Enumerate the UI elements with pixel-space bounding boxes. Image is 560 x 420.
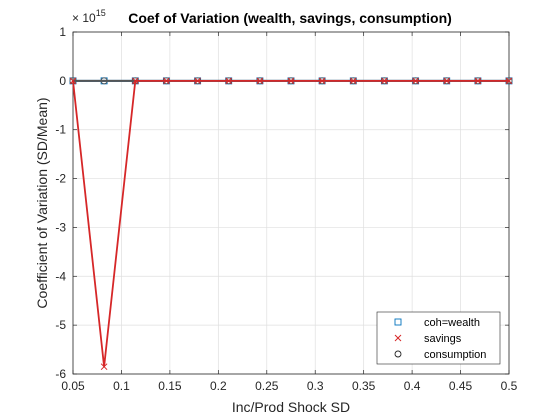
y-tick-label: -1 [55,123,66,137]
data-point-savings [443,77,451,85]
legend-item-coh-wealth: coh=wealth [394,317,480,329]
data-point-savings-stroke [100,363,108,371]
series-group [69,77,513,371]
legend-label-savings: savings [424,333,462,345]
y-tick-label: -4 [55,269,66,283]
y-axis-label: Coefficient of Variation (SD/Mean) [34,97,50,308]
data-point-savings [412,77,419,85]
data-point-savings-stroke [381,77,388,85]
data-point-savings [131,77,139,85]
legend-item-savings: savings [394,333,462,345]
data-point-savings [349,77,357,85]
y-tick-label: -5 [55,318,66,332]
legend-item-consumption: consumption [394,349,486,361]
data-point-savings [100,363,108,371]
data-point-savings [225,77,233,85]
data-point-savings-stroke [412,77,419,85]
y-tick-label: 0 [59,74,66,88]
x-tick-label: 0.35 [352,379,376,393]
data-point-savings-stroke [69,77,77,85]
data-point-savings [256,77,264,85]
chart-title: Coef of Variation (wealth, savings, cons… [128,10,452,26]
axes-box [72,31,510,375]
legend-label-coh-wealth: coh=wealth [424,317,480,329]
data-point-savings-stroke [256,77,264,85]
legend-marker-savings [394,334,402,342]
data-point-savings-stroke [194,77,201,85]
y-tick-label: 1 [59,25,66,39]
data-point-savings-stroke [443,77,451,85]
x-tick-label: 0.5 [501,379,518,393]
data-point-savings [163,77,170,85]
data-point-savings-stroke [505,77,513,85]
data-point-savings [505,77,513,85]
series-savings [69,77,513,371]
legend-marker-savings-stroke [394,334,402,342]
data-point-savings-stroke [318,77,326,85]
data-point-savings-stroke [131,77,139,85]
data-point-savings [69,77,77,85]
x-tick-label: 0.45 [449,379,473,393]
x-tick-label: 0.3 [307,379,324,393]
x-tick-label: 0.15 [158,379,182,393]
y-tick-label: -2 [55,172,66,186]
data-point-savings-stroke [349,77,357,85]
data-point-savings [287,77,295,85]
x-axis-label: Inc/Prod Shock SD [232,399,350,415]
legend-items: coh=wealth savings consumption [394,317,486,361]
legend-marker-consumption [394,350,402,358]
ticks: 0.05 0.1 0.15 0.2 0.25 0.3 0.35 0.4 0.45 0.5 -6 -5 -… [55,25,517,393]
y-tick-label: -3 [55,220,66,234]
legend: coh=wealth savings consumption [376,311,501,365]
data-point-savings [474,77,482,85]
y-tick-label: -6 [55,367,66,381]
x-tick-label: 0.25 [255,379,279,393]
data-point-savings [194,77,201,85]
legend-label-consumption: consumption [424,349,486,361]
y-exponent-base: × 10 [72,11,96,25]
x-tick-label: 0.4 [404,379,421,393]
y-exponent-power: 15 [96,8,106,18]
legend-marker-coh-wealth [394,318,402,326]
data-point-savings [318,77,326,85]
data-point-savings-stroke [287,77,295,85]
data-point-savings-stroke [225,77,233,85]
data-point-savings-stroke [163,77,170,85]
x-tick-label: 0.05 [61,379,85,393]
data-point-savings [381,77,388,85]
data-point-consumption [100,77,108,85]
x-tick-label: 0.2 [210,379,227,393]
x-tick-label: 0.1 [113,379,130,393]
y-exponent: × 1015 [72,8,106,25]
data-point-savings-stroke [474,77,482,85]
